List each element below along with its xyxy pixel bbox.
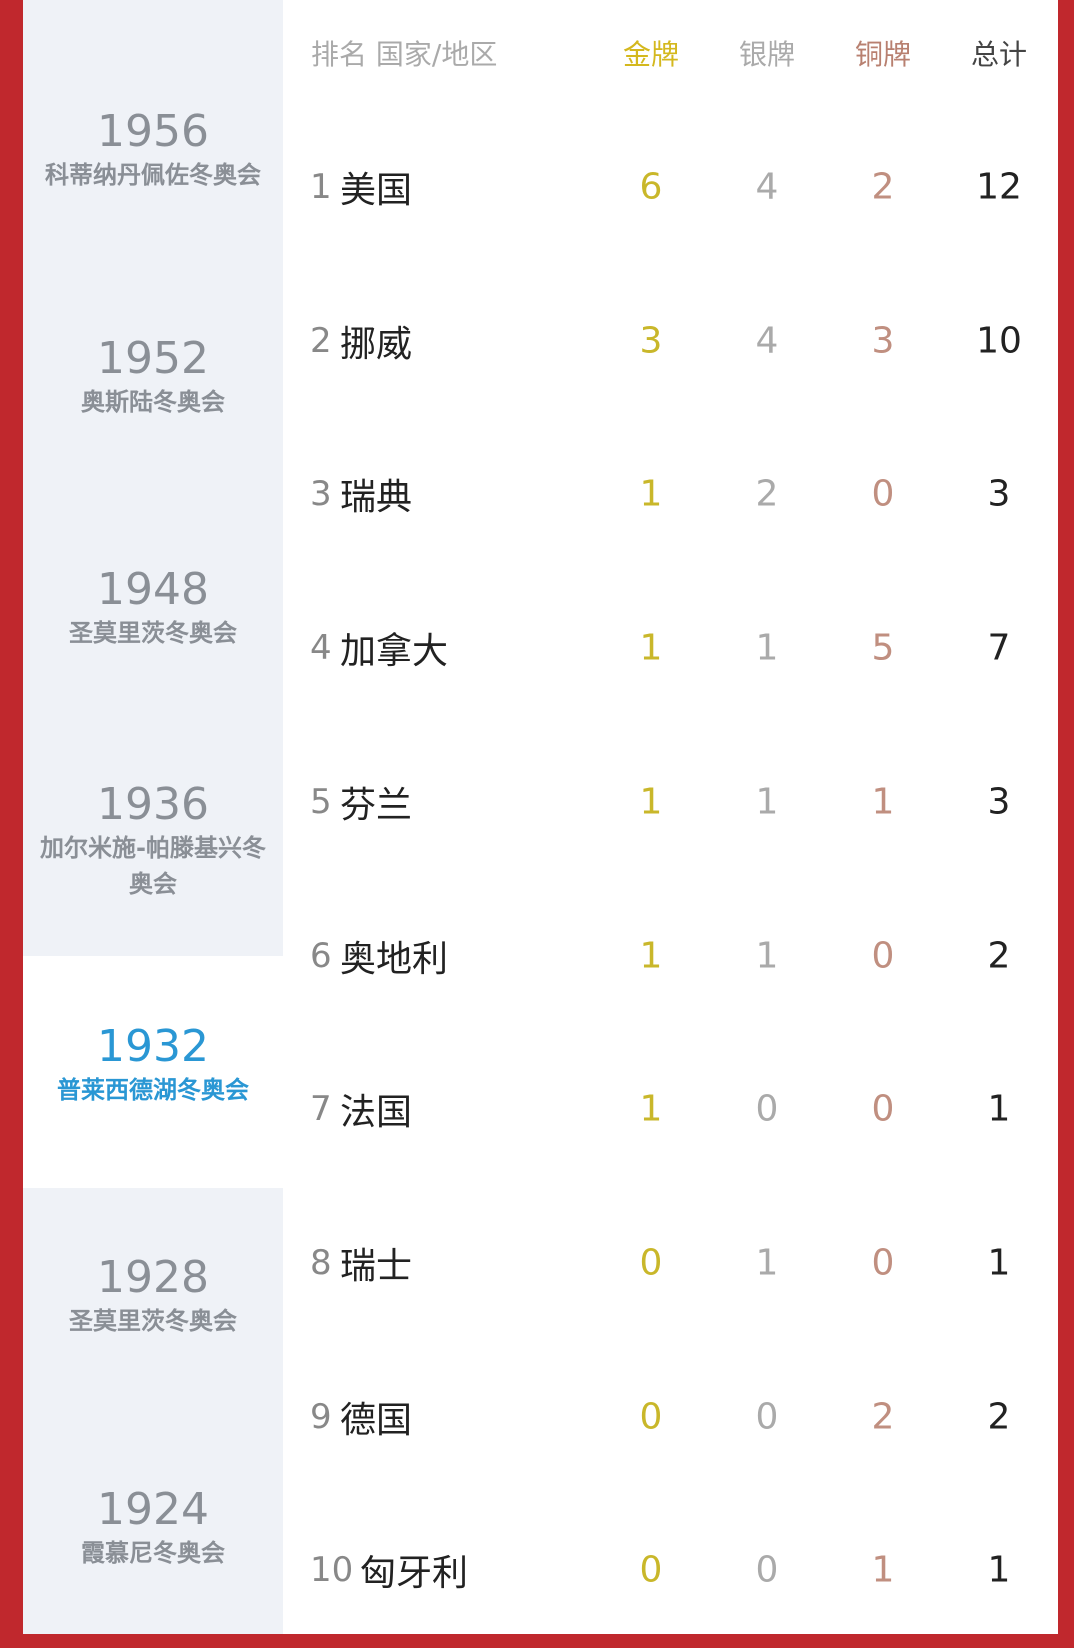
bronze: 5 — [871, 627, 895, 669]
games-name: 普莱西德湖冬奥会 — [57, 1076, 249, 1104]
games-name: 加尔米施-帕滕基兴冬奥会 — [40, 834, 266, 898]
games-name: 圣莫里茨冬奥会 — [69, 1307, 237, 1335]
gold: 0 — [639, 1549, 663, 1591]
gold: 3 — [639, 320, 663, 362]
total: 2 — [987, 1396, 1011, 1438]
rank: 7 — [310, 1089, 332, 1130]
country: 法国 — [340, 1092, 413, 1134]
rank: 4 — [310, 628, 332, 669]
sidebar-item[interactable]: 1948 圣莫里茨冬奥会 — [23, 565, 283, 651]
silver: 1 — [755, 1242, 779, 1284]
header-1: 金牌 — [622, 38, 680, 71]
games-name: 奥斯陆冬奥会 — [81, 388, 225, 416]
year: 1952 — [97, 333, 209, 384]
country: 美国 — [340, 170, 413, 211]
gold: 1 — [639, 935, 663, 976]
bronze: 0 — [871, 935, 895, 976]
silver: 2 — [755, 473, 779, 515]
total: 1 — [987, 1549, 1011, 1591]
total: 7 — [987, 627, 1011, 669]
games-name: 圣莫里茨冬奥会 — [69, 619, 237, 647]
sidebar-item[interactable]: 1956 科蒂纳丹佩佐冬奥会 — [23, 107, 283, 193]
sidebar-selected-bg — [23, 956, 283, 1188]
rank: 8 — [310, 1242, 332, 1283]
country: 瑞士 — [340, 1245, 413, 1287]
header-2: 银牌 — [738, 38, 796, 71]
bronze: 2 — [871, 1396, 895, 1438]
silver: 1 — [755, 935, 779, 976]
rank: 1 — [310, 167, 332, 207]
header-4: 总计 — [970, 38, 1028, 71]
rank: 10 — [310, 1550, 354, 1591]
rank: 3 — [310, 474, 332, 515]
gold: 6 — [639, 166, 663, 208]
silver: 4 — [755, 320, 779, 362]
gold: 1 — [639, 627, 663, 669]
year: 1936 — [97, 779, 209, 830]
sidebar-item[interactable]: 1932 普莱西德湖冬奥会 — [23, 1022, 283, 1108]
sidebar-item[interactable]: 1924 霞慕尼冬奥会 — [23, 1485, 283, 1571]
rank: 5 — [310, 781, 332, 822]
bronze: 3 — [871, 320, 895, 362]
rank: 6 — [310, 935, 332, 976]
country: 奥地利 — [340, 938, 449, 980]
gold: 0 — [639, 1396, 663, 1438]
games-name: 科蒂纳丹佩佐冬奥会 — [45, 161, 261, 189]
bronze: 1 — [871, 781, 895, 823]
silver: 4 — [755, 166, 779, 208]
bronze: 0 — [871, 1242, 895, 1284]
year: 1928 — [97, 1252, 209, 1303]
sidebar — [23, 0, 283, 1634]
header-3: 铜牌 — [854, 38, 912, 71]
total: 3 — [987, 781, 1011, 823]
bronze: 1 — [871, 1549, 895, 1591]
left-border — [0, 0, 23, 1648]
bronze: 2 — [871, 166, 895, 208]
gold: 1 — [639, 781, 663, 823]
total: 12 — [976, 166, 1022, 208]
total: 10 — [976, 320, 1022, 362]
gold: 1 — [639, 1088, 663, 1130]
bronze: 0 — [871, 473, 895, 515]
year: 1932 — [97, 1021, 209, 1072]
year: 1948 — [97, 564, 209, 615]
country: 芬兰 — [340, 784, 413, 826]
bronze: 0 — [871, 1088, 895, 1130]
bottom-border — [0, 1634, 1074, 1648]
sidebar-item[interactable]: 1936 加尔米施-帕滕基兴冬奥会 — [23, 780, 283, 902]
rank: 2 — [310, 320, 332, 361]
silver: 0 — [755, 1549, 779, 1591]
sidebar-item[interactable]: 1928 圣莫里茨冬奥会 — [23, 1253, 283, 1339]
country: 瑞典 — [340, 477, 413, 519]
year: 1956 — [97, 106, 209, 157]
right-border — [1058, 0, 1074, 1648]
total: 1 — [987, 1242, 1011, 1284]
country: 匈牙利 — [360, 1553, 469, 1595]
silver: 0 — [755, 1396, 779, 1438]
total: 2 — [987, 935, 1011, 976]
total: 1 — [987, 1088, 1011, 1130]
country: 挪威 — [340, 323, 413, 365]
gold: 0 — [639, 1242, 663, 1284]
country: 德国 — [340, 1399, 413, 1441]
sidebar-item[interactable]: 1952 奥斯陆冬奥会 — [23, 334, 283, 420]
rank: 9 — [310, 1396, 332, 1437]
year: 1924 — [97, 1484, 209, 1535]
silver: 0 — [755, 1088, 779, 1130]
header-rank-country: 排名 国家/地区 — [311, 38, 498, 71]
silver: 1 — [755, 627, 779, 669]
games-name: 霞慕尼冬奥会 — [81, 1539, 225, 1567]
total: 3 — [987, 473, 1011, 515]
silver: 1 — [755, 781, 779, 823]
country: 加拿大 — [340, 631, 449, 673]
gold: 1 — [639, 473, 663, 515]
